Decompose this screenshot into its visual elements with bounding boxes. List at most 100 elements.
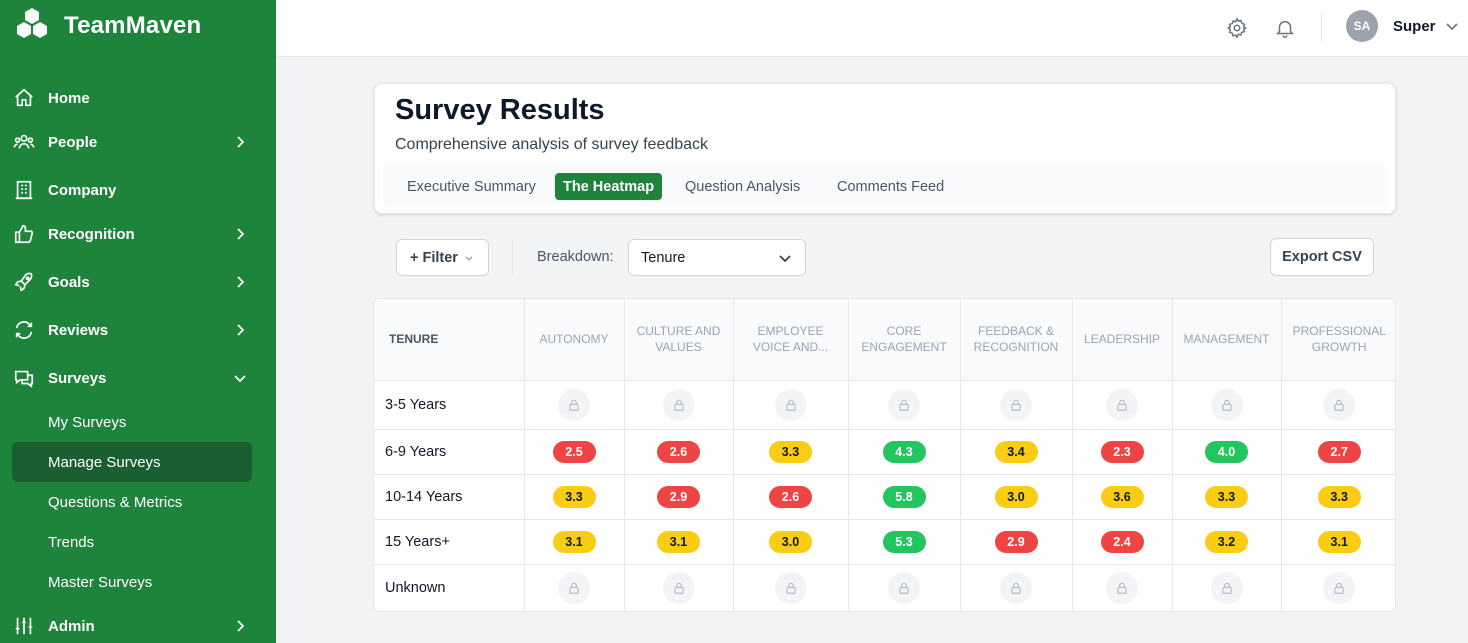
score-badge[interactable]: 2.9 [994, 530, 1038, 553]
score-badge[interactable]: 3.3 [1317, 485, 1361, 508]
lock-icon [888, 388, 920, 421]
score-badge[interactable]: 4.3 [882, 440, 926, 463]
breakdown-select[interactable]: Tenure [628, 239, 806, 276]
column-header-feedback-recognition[interactable]: FEEDBACK & RECOGNITION [960, 299, 1073, 381]
building-icon [12, 178, 36, 202]
heatmap-cell: 2.3 [1072, 429, 1173, 475]
heatmap-cell: 3.0 [733, 519, 849, 565]
heatmap-cell [1072, 380, 1173, 430]
chevron-right-icon [237, 620, 245, 632]
heatmap-cell [848, 564, 961, 611]
column-header-employee-voice[interactable]: EMPLOYEE VOICE AND... [733, 299, 849, 381]
score-badge[interactable]: 2.4 [1100, 530, 1144, 553]
score-badge[interactable]: 2.5 [552, 440, 596, 463]
chevron-down-icon[interactable] [1444, 18, 1460, 34]
score-badge[interactable]: 3.1 [657, 530, 700, 553]
sidebar-subitem-manage-surveys[interactable]: Manage Surveys [12, 442, 252, 482]
row-label: 15 Years+ [374, 519, 525, 565]
sidebar-subitem-questions-metrics[interactable]: Questions & Metrics [48, 493, 183, 511]
bell-icon[interactable] [1273, 16, 1297, 40]
heatmap-cell [848, 380, 961, 430]
lock-icon [1000, 388, 1032, 421]
people-icon [12, 130, 36, 154]
heatmap-cell [733, 564, 849, 611]
column-header-management[interactable]: MANAGEMENT [1172, 299, 1282, 381]
column-header-professional-growth[interactable]: PROFESSIONAL GROWTH [1281, 299, 1395, 381]
lock-icon [1323, 388, 1356, 421]
heatmap-cell [1281, 380, 1395, 430]
score-badge[interactable]: 3.6 [1100, 485, 1144, 508]
chevron-right-icon [237, 276, 245, 288]
score-badge[interactable]: 2.3 [1100, 440, 1144, 463]
sidebar-subitem-my-surveys[interactable]: My Surveys [48, 413, 127, 431]
sidebar-item-label: Surveys [48, 369, 107, 387]
sidebar-subitem-trends[interactable]: Trends [48, 533, 95, 551]
sidebar-item-company[interactable]: Company [12, 170, 252, 210]
score-badge[interactable]: 3.3 [769, 440, 812, 463]
sidebar-item-people[interactable]: People [12, 122, 252, 162]
score-badge[interactable]: 2.6 [769, 485, 812, 508]
tab-heatmap[interactable]: The Heatmap [555, 173, 663, 200]
page-title: Survey Results [395, 94, 605, 126]
score-badge[interactable]: 5.8 [882, 485, 926, 508]
heatmap-cell: 3.3 [1172, 474, 1282, 520]
sidebar-item-label: Goals [48, 273, 90, 291]
score-badge[interactable]: 5.3 [882, 530, 926, 553]
score-badge[interactable]: 3.1 [552, 530, 596, 553]
column-header-autonomy[interactable]: AUTONOMY [524, 299, 625, 381]
export-csv-button[interactable]: Export CSV [1270, 238, 1374, 276]
top-bar: SA Super [276, 0, 1468, 57]
score-badge[interactable]: 2.9 [657, 485, 700, 508]
row-label: 10-14 Years [374, 474, 525, 520]
heatmap-cell: 5.8 [848, 474, 961, 520]
sidebar-item-label: People [48, 133, 98, 151]
chevron-down-icon [465, 255, 473, 261]
heatmap-cell: 3.3 [1281, 474, 1395, 520]
column-header-leadership[interactable]: LEADERSHIP [1072, 299, 1173, 381]
sidebar-item-home[interactable]: Home [12, 78, 252, 118]
heatmap-cell [524, 564, 625, 611]
sidebar-item-reviews[interactable]: Reviews [12, 310, 252, 350]
heatmap-cell [733, 380, 849, 430]
tab-executive-summary[interactable]: Executive Summary [407, 178, 536, 195]
row-label: Unknown [374, 564, 525, 611]
column-header-tenure[interactable]: TENURE [374, 299, 525, 381]
refresh-icon [12, 318, 36, 342]
score-badge[interactable]: 3.3 [1205, 485, 1248, 508]
chevron-right-icon [237, 324, 245, 336]
score-badge[interactable]: 2.7 [1317, 440, 1361, 463]
score-badge[interactable]: 3.0 [994, 485, 1038, 508]
score-badge[interactable]: 4.0 [1205, 440, 1248, 463]
sidebar-item-label: Home [48, 89, 90, 107]
score-badge[interactable]: 2.6 [657, 440, 700, 463]
score-badge[interactable]: 3.0 [769, 530, 812, 553]
tab-comments-feed[interactable]: Comments Feed [837, 178, 945, 195]
heatmap-cell [524, 380, 625, 430]
heatmap-cell [624, 564, 734, 611]
gear-icon[interactable] [1225, 16, 1249, 40]
user-name[interactable]: Super [1393, 18, 1436, 35]
sidebar-item-surveys[interactable]: Surveys [12, 358, 252, 398]
avatar[interactable]: SA [1346, 10, 1378, 42]
tab-question-analysis[interactable]: Question Analysis [685, 178, 801, 195]
row-label: 6-9 Years [374, 429, 525, 475]
sidebar-item-admin[interactable]: Admin [12, 606, 252, 643]
brand[interactable]: TeamMaven [12, 6, 201, 46]
heatmap-table: TENURE AUTONOMY CULTURE AND VALUES EMPLO… [373, 298, 1396, 612]
score-badge[interactable]: 3.3 [552, 485, 596, 508]
column-header-culture-and-values[interactable]: CULTURE AND VALUES [624, 299, 734, 381]
sidebar-item-recognition[interactable]: Recognition [12, 214, 252, 254]
column-header-core-engagement[interactable]: CORE ENGAGEMENT [848, 299, 961, 381]
heatmap-cell [1172, 380, 1282, 430]
sidebar-item-goals[interactable]: Goals [12, 262, 252, 302]
sliders-icon [12, 614, 36, 638]
score-badge[interactable]: 3.2 [1205, 530, 1248, 553]
sidebar-subitem-master-surveys[interactable]: Master Surveys [48, 573, 153, 591]
table-row: 10-14 Years 3.3 2.9 2.6 5.8 3.0 3.6 3.3 3.3 [374, 474, 1395, 520]
score-badge[interactable]: 3.1 [1317, 530, 1361, 553]
filter-button[interactable]: + Filter [396, 239, 489, 276]
lock-icon [1106, 388, 1138, 421]
heatmap-cell [1072, 564, 1173, 611]
score-badge[interactable]: 3.4 [994, 440, 1038, 463]
sidebar: TeamMaven Home People Company Recognitio… [0, 0, 276, 643]
